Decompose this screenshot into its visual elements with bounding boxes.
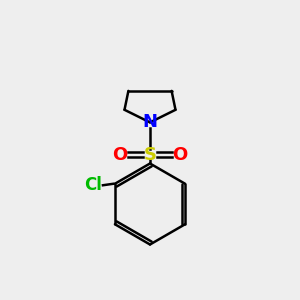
Text: N: N	[142, 113, 158, 131]
Text: Cl: Cl	[84, 176, 102, 194]
Text: O: O	[172, 146, 188, 164]
Text: S: S	[143, 146, 157, 164]
Text: O: O	[112, 146, 128, 164]
